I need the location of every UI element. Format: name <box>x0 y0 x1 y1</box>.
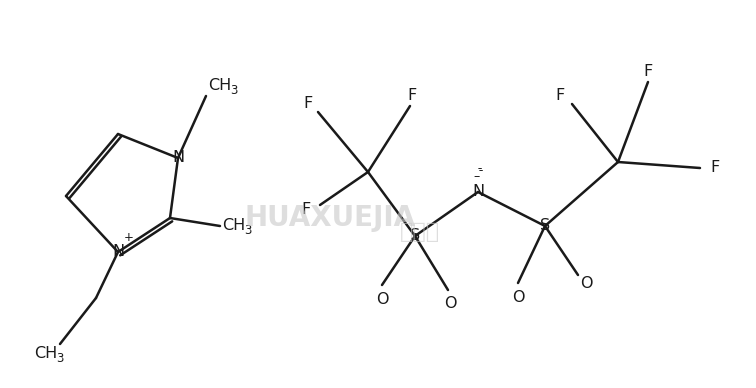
Text: S: S <box>540 218 550 234</box>
Text: O: O <box>444 296 457 312</box>
Text: F: F <box>407 88 417 104</box>
Text: –: – <box>474 170 480 183</box>
Text: O: O <box>580 275 592 291</box>
Text: CH: CH <box>209 78 231 94</box>
Text: 化学加: 化学加 <box>400 222 440 242</box>
Text: +: + <box>124 231 134 244</box>
Text: F: F <box>710 161 719 175</box>
Text: O: O <box>376 291 389 307</box>
Text: F: F <box>556 88 565 104</box>
Text: F: F <box>303 97 313 111</box>
Text: S: S <box>410 229 420 244</box>
Text: N: N <box>172 151 184 166</box>
Text: N: N <box>472 185 484 199</box>
Text: HUAXUEJIA: HUAXUEJIA <box>244 204 416 232</box>
Text: 3: 3 <box>230 83 237 97</box>
Text: O: O <box>512 289 524 305</box>
Text: CH: CH <box>34 346 57 362</box>
Text: CH: CH <box>222 218 246 234</box>
Text: F: F <box>643 64 652 80</box>
Text: F: F <box>302 203 311 218</box>
Text: N: N <box>112 244 124 260</box>
Text: 3: 3 <box>244 223 252 237</box>
Text: 3: 3 <box>56 352 64 364</box>
